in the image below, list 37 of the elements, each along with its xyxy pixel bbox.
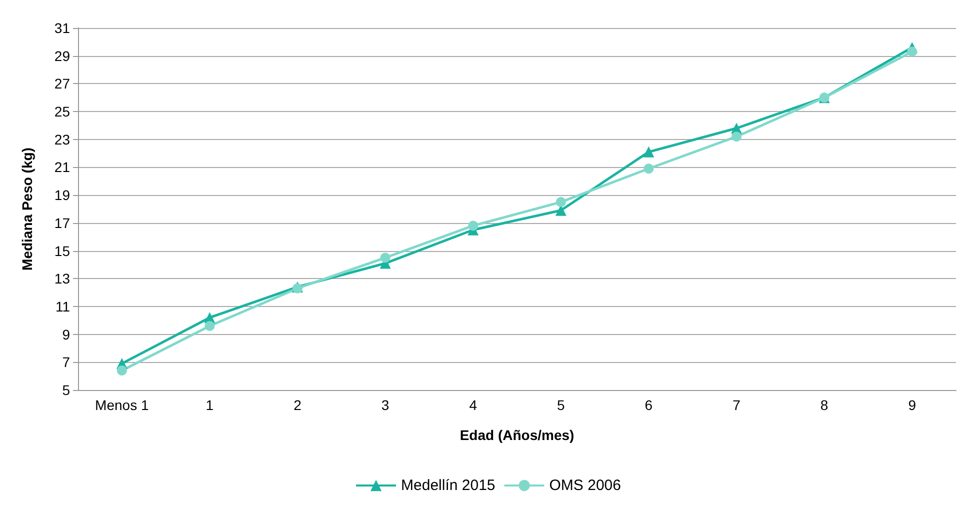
y-tick-label: 9 <box>62 326 70 342</box>
legend-label: Medellín 2015 <box>401 477 496 494</box>
point <box>732 132 742 142</box>
y-tick-label: 23 <box>54 131 70 148</box>
y-tick-label: 29 <box>54 48 70 64</box>
y-tick-label: 5 <box>62 382 70 398</box>
point <box>380 252 390 263</box>
point <box>204 320 215 331</box>
x-tick-label: 9 <box>908 397 916 413</box>
x-tick-label: 2 <box>294 397 302 413</box>
point <box>468 220 478 231</box>
y-tick-label: 17 <box>54 214 70 231</box>
point <box>116 366 127 376</box>
x-tick-label: 3 <box>381 397 390 413</box>
point <box>644 164 654 174</box>
x-tick-label: 5 <box>557 397 565 413</box>
y-tick-label: 31 <box>54 20 70 36</box>
y-tick-label: 11 <box>55 298 70 314</box>
x-tick-label: 8 <box>820 397 828 413</box>
legend-label: OMS 2006 <box>549 477 621 494</box>
x-tick-label: 6 <box>644 397 653 413</box>
x-tick-label: Menos 1 <box>95 397 149 413</box>
y-tick-label: 15 <box>54 242 70 259</box>
y-tick-label: 7 <box>62 354 70 370</box>
x-tick-label: 1 <box>206 397 214 413</box>
y-tick-label: 13 <box>54 270 70 287</box>
point <box>556 197 566 208</box>
y-tick-label: 21 <box>54 159 70 176</box>
x-tick-label: 7 <box>732 397 741 413</box>
y-tick-label: 25 <box>54 104 70 120</box>
y-axis-title: Mediana Peso (kg) <box>19 148 35 270</box>
x-tick-label: 4 <box>469 397 478 413</box>
x-axis-title: Edad (Años/mes) <box>460 427 574 443</box>
y-tick-label: 27 <box>54 76 70 92</box>
point <box>643 146 654 158</box>
point <box>907 46 918 57</box>
y-tick-label: 19 <box>54 187 70 204</box>
